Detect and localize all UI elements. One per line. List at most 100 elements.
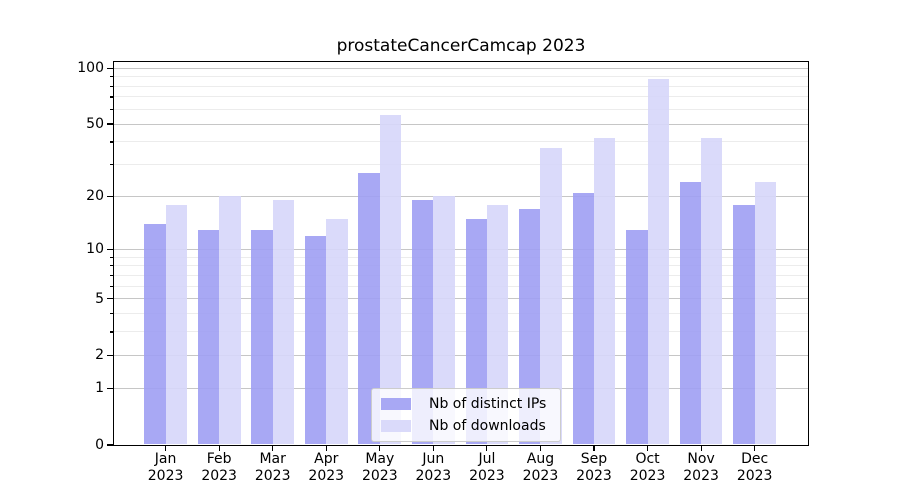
- x-tick-mark: [646, 445, 649, 451]
- y-minor-tick-mark: [110, 331, 114, 333]
- bar-nb-of-distinct-ips: [197, 229, 220, 444]
- y-tick-label: 20: [86, 188, 104, 205]
- bar-nb-of-distinct-ips: [572, 192, 594, 444]
- x-tick-year: 2023: [469, 468, 505, 484]
- x-tick-mark: [272, 445, 274, 451]
- y-gridline-minor: [114, 141, 808, 143]
- bar-nb-of-distinct-ips: [626, 229, 648, 444]
- x-tick-label: Aug 2023: [508, 451, 572, 485]
- x-tick-year: 2023: [415, 468, 452, 484]
- bar-nb-of-downloads: [433, 196, 455, 444]
- y-gridline-major: [114, 67, 808, 69]
- legend-row: Nb of distinct IPs: [381, 395, 550, 413]
- x-tick-year: 2023: [736, 468, 773, 484]
- legend-swatch-icon: [381, 398, 411, 410]
- x-tick-month: Aug: [526, 451, 555, 467]
- x-tick-month: Jul: [478, 451, 496, 467]
- y-gridline-minor: [114, 256, 808, 258]
- bar-nb-of-distinct-ips: [304, 235, 327, 444]
- legend-row: Nb of downloads: [381, 417, 550, 435]
- y-minor-tick-mark: [110, 141, 114, 143]
- y-tick-label: 50: [86, 116, 104, 132]
- x-tick-month: May: [365, 451, 395, 467]
- y-gridline-minor: [114, 96, 808, 98]
- y-minor-tick-mark: [110, 265, 114, 267]
- x-tick-year: 2023: [254, 468, 291, 484]
- x-tick-mark: [379, 445, 381, 451]
- y-gridline-major: [114, 248, 808, 250]
- x-tick-mark: [754, 445, 756, 451]
- y-gridline-major: [114, 195, 808, 197]
- x-tick-label: Dec 2023: [723, 451, 787, 485]
- bar-nb-of-distinct-ips: [144, 223, 166, 444]
- y-minor-tick-mark: [110, 85, 114, 87]
- y-minor-tick-mark: [110, 313, 114, 315]
- x-tick-label: Sep 2023: [562, 451, 626, 485]
- bar-nb-of-downloads: [540, 148, 562, 444]
- y-major-tick-mark: [107, 387, 114, 389]
- y-gridline-major: [114, 298, 808, 300]
- bar-nb-of-downloads: [486, 204, 509, 444]
- bar-nb-of-distinct-ips: [733, 204, 755, 444]
- x-tick-label: Jun 2023: [401, 451, 465, 485]
- y-major-tick-mark: [107, 195, 114, 198]
- y-gridline-minor: [114, 76, 808, 78]
- x-tick-month: Apr: [314, 451, 339, 467]
- x-tick-mark: [539, 445, 542, 451]
- bar-nb-of-distinct-ips: [411, 200, 434, 444]
- x-tick-mark: [593, 445, 595, 451]
- y-minor-tick-mark: [110, 274, 114, 276]
- x-tick-mark: [218, 445, 220, 451]
- bar-nb-of-downloads: [594, 137, 616, 444]
- x-tick-year: 2023: [629, 468, 666, 484]
- y-major-tick-mark: [107, 298, 114, 300]
- y-minor-tick-mark: [110, 76, 114, 78]
- y-tick-label: 10: [86, 241, 104, 258]
- bar-nb-of-downloads: [165, 204, 187, 444]
- x-tick-month: Feb: [206, 451, 232, 467]
- bar-nb-of-downloads: [219, 196, 241, 444]
- x-tick-year: 2023: [576, 468, 612, 484]
- x-tick-label: Oct 2023: [616, 451, 680, 485]
- y-minor-tick-mark: [110, 96, 114, 98]
- x-tick-label: May 2023: [348, 451, 412, 485]
- y-minor-tick-mark: [110, 285, 114, 287]
- bar-nb-of-distinct-ips: [358, 172, 380, 444]
- x-tick-label: Nov 2023: [669, 451, 733, 485]
- x-tick-month: Oct: [635, 451, 660, 467]
- x-tick-month: Jan: [154, 451, 177, 467]
- y-tick-label: 5: [95, 290, 104, 307]
- x-tick-mark: [165, 445, 167, 451]
- x-tick-year: 2023: [361, 468, 398, 484]
- x-tick-label: Apr 2023: [294, 451, 358, 485]
- y-gridline-minor: [114, 331, 808, 333]
- chart-title: prostateCancerCamcap 2023: [336, 36, 586, 56]
- bar-nb-of-distinct-ips: [465, 218, 487, 444]
- y-tick-label: 2: [95, 347, 104, 364]
- x-tick-mark: [700, 445, 702, 451]
- y-minor-tick-mark: [110, 164, 114, 166]
- bar-nb-of-downloads: [379, 114, 402, 444]
- bar-nb-of-downloads: [647, 78, 669, 444]
- x-tick-month: Dec: [741, 451, 769, 467]
- x-tick-year: 2023: [522, 468, 559, 484]
- x-tick-month: Jun: [422, 451, 445, 467]
- y-tick-label: 1: [95, 380, 104, 397]
- y-gridline-minor: [114, 265, 808, 267]
- y-major-tick-mark: [107, 67, 114, 69]
- y-gridline-major: [114, 354, 808, 356]
- y-minor-tick-mark: [110, 108, 114, 111]
- bar-nb-of-downloads: [272, 200, 295, 444]
- x-tick-year: 2023: [308, 468, 345, 484]
- x-tick-month: Sep: [580, 451, 608, 467]
- x-tick-month: Mar: [259, 451, 286, 467]
- bar-nb-of-distinct-ips: [519, 209, 541, 444]
- x-tick-mark: [325, 445, 327, 451]
- y-gridline-minor: [114, 313, 808, 315]
- y-major-tick-mark: [107, 123, 114, 125]
- x-tick-label: Jan 2023: [134, 451, 198, 485]
- legend-label: Nb of distinct IPs: [429, 396, 547, 412]
- bar-nb-of-downloads: [701, 137, 723, 444]
- x-tick-year: 2023: [201, 468, 237, 484]
